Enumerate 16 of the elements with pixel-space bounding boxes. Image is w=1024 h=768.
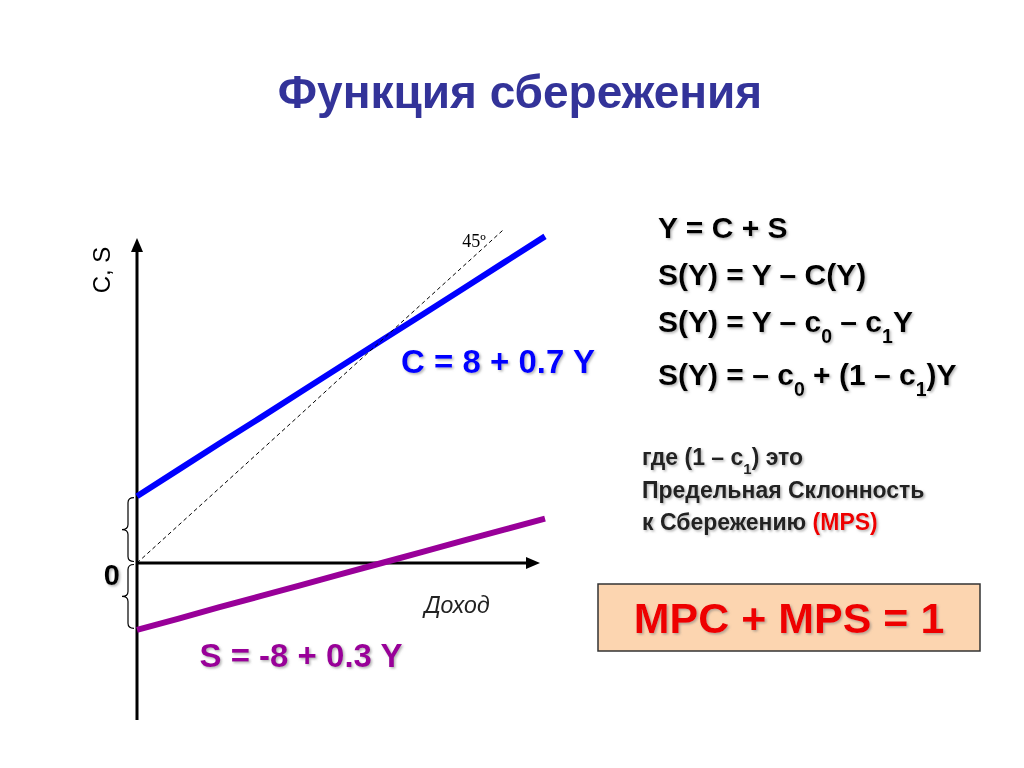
text: к Сбережению — [642, 509, 807, 535]
text: S(Y) = Y – C(Y) — [658, 258, 867, 291]
text: MPC + MPS = 1 — [633, 593, 945, 642]
text: (MPS) — [806, 509, 878, 535]
text: 0 — [103, 559, 120, 591]
y-axis-title: C, S — [88, 246, 115, 294]
text: S(Y) = – c$_{0}$ + (1 – c$_{1}$)Y — [658, 358, 957, 400]
text: Y = C + S — [658, 211, 788, 244]
series-label: 45º — [462, 231, 487, 251]
text: S(Y) = Y – c$_{0}$ – c$_{1}$Y — [658, 305, 913, 347]
series-label: C = 8 + 0.7 Y — [401, 343, 595, 380]
text: где (1 – c$_{1}$) это — [642, 444, 804, 477]
x-axis-title: Доход — [421, 592, 490, 618]
text: Предельная Склонность — [642, 477, 925, 503]
chart-title: Функция сбережения — [277, 66, 763, 118]
series-label: S = -8 + 0.3 Y — [199, 637, 403, 674]
